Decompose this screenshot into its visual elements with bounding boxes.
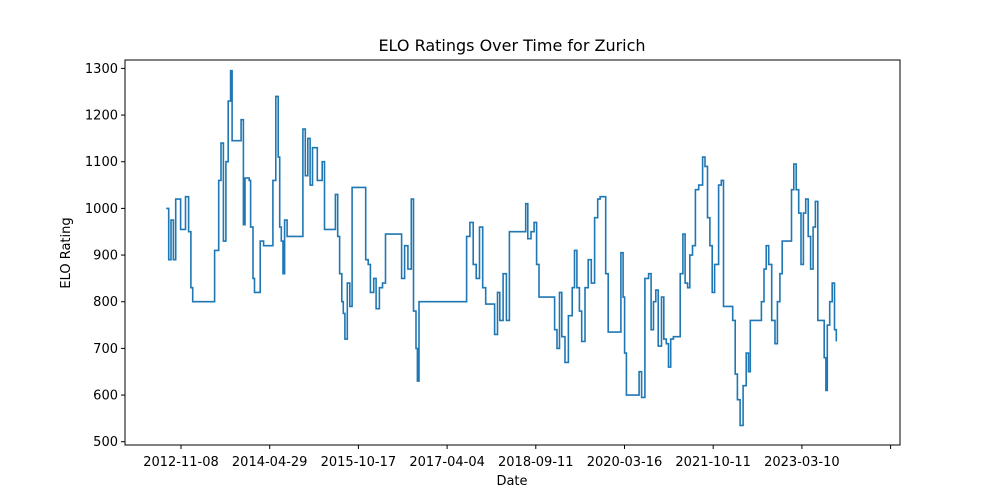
x-axis-ticks: 2012-11-08 2014-04-29 2015-10-17 2017-04-04…	[143, 445, 892, 470]
y-axis-label: ELO Rating	[59, 217, 74, 288]
y-tick-label: 1000	[85, 202, 118, 217]
y-tick-label: 600	[93, 389, 118, 404]
y-tick-label: 1200	[85, 109, 118, 124]
y-axis-ticks: 500 600 700 800 900 1000 1100 1200 1300	[85, 62, 125, 450]
x-tick-label: 2015-10-17	[321, 455, 397, 470]
x-tick-label: 2017-04-04	[409, 455, 485, 470]
x-tick-label: 2012-11-08	[143, 455, 219, 470]
y-tick-label: 1300	[85, 62, 118, 77]
x-tick-label: 2018-09-11	[498, 455, 574, 470]
x-axis-label: Date	[496, 474, 527, 489]
y-tick-label: 500	[93, 435, 118, 450]
x-tick-label: 2014-04-29	[232, 455, 308, 470]
y-tick-label: 700	[93, 342, 118, 357]
series-line	[166, 69, 838, 427]
x-tick-label: 2021-10-11	[675, 455, 751, 470]
x-tick-label: 2020-03-16	[587, 455, 663, 470]
y-tick-label: 1100	[85, 155, 118, 170]
x-tick-label: 2023-03-10	[764, 455, 840, 470]
chart-title: ELO Ratings Over Time for Zurich	[378, 36, 645, 55]
y-tick-label: 800	[93, 295, 118, 310]
y-tick-label: 900	[93, 249, 118, 264]
plot-frame	[124, 59, 901, 446]
